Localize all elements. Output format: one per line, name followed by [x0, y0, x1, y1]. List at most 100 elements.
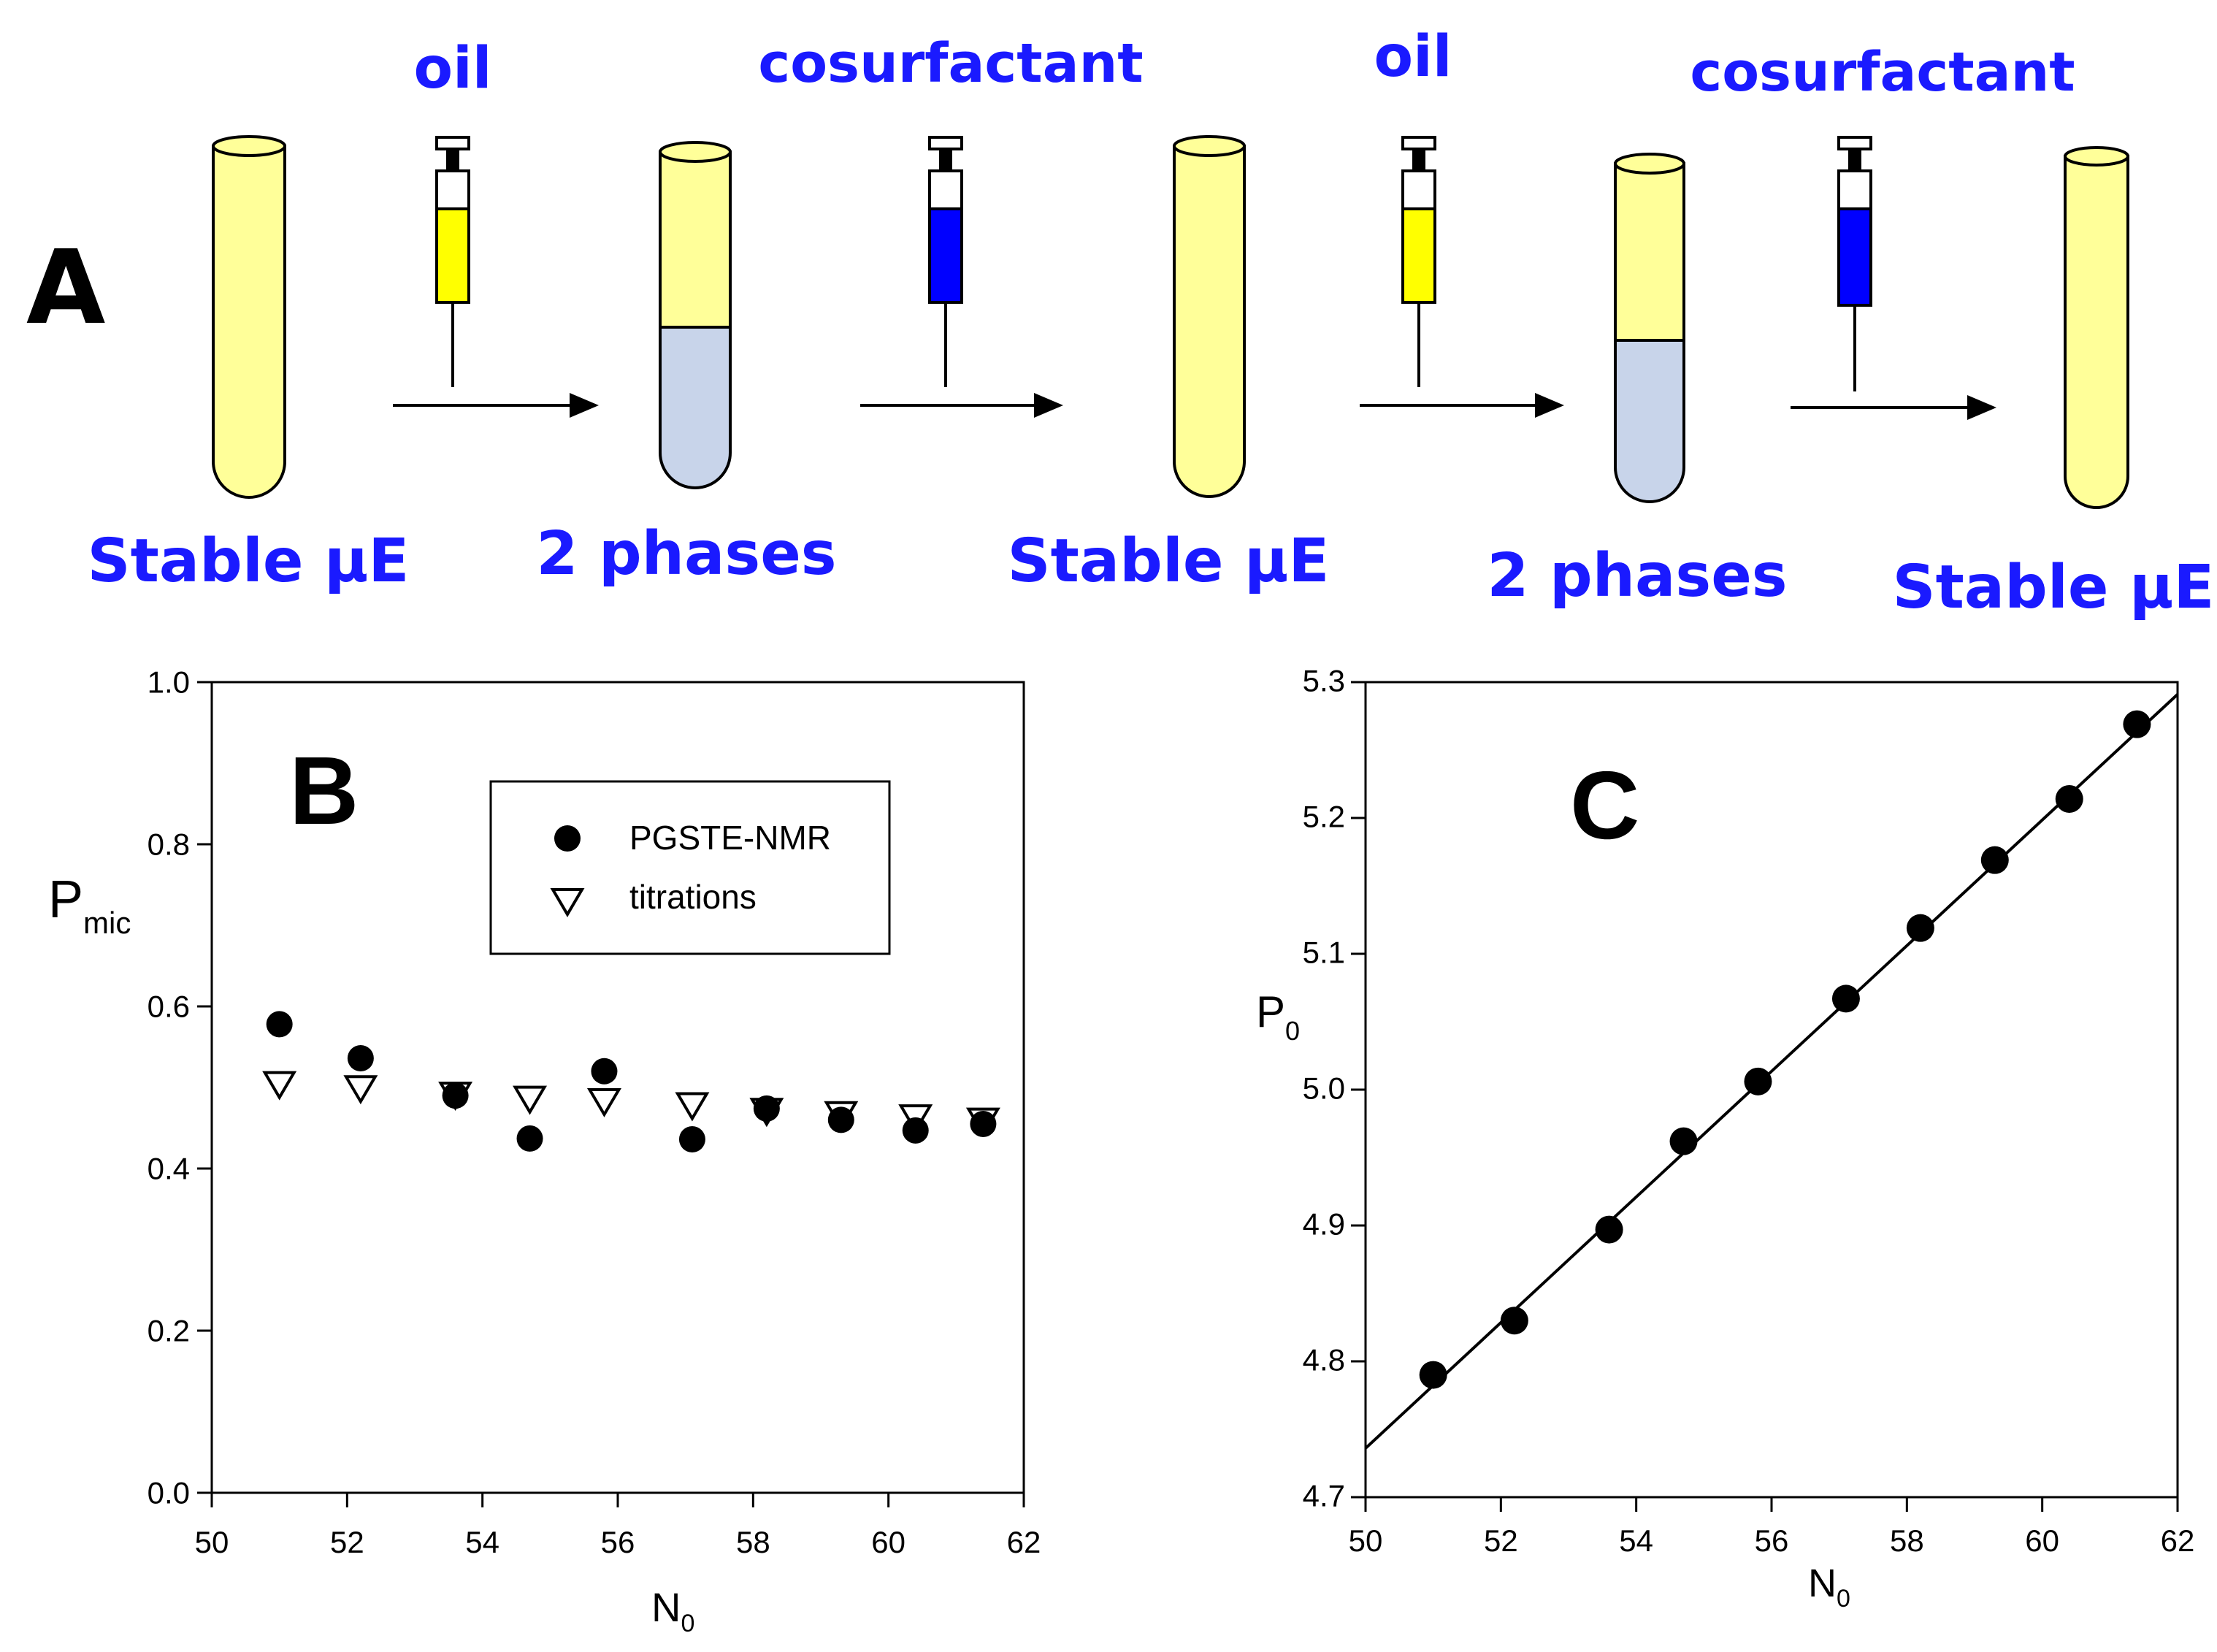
- panel-b-xtick-label: 62: [1007, 1525, 1041, 1559]
- panel-b-point-pgste-nmr: [591, 1058, 618, 1085]
- panel-c-chart: C P0 N0 50 52 54 56 58 60 624.74.84.95.05.15.2…: [1256, 664, 2194, 1613]
- panel-a-letter: A: [26, 229, 105, 348]
- state-label-1: Stable μE: [88, 527, 410, 596]
- panel-c-point-p0: [1595, 1215, 1623, 1244]
- panel-b-xtick-label: 54: [465, 1525, 499, 1559]
- reagent-label-1: oil: [413, 36, 491, 102]
- panel-b-xlabel: N0: [651, 1584, 694, 1637]
- panel-c-xlabel: N0: [1808, 1561, 1850, 1613]
- panel-c-fit-line: [1364, 693, 2179, 1450]
- tube-5-stable: [2064, 146, 2129, 509]
- panel-b-xlabel-main: N: [651, 1584, 681, 1630]
- tube-1-stable: [212, 135, 286, 499]
- panel-c-xlabel-main: N: [1808, 1561, 1837, 1605]
- state-label-4: 2 phases: [1487, 541, 1787, 611]
- panel-c-point-p0: [1906, 914, 1934, 942]
- state-label-2: 2 phases: [536, 519, 836, 589]
- panel-b-xtick-label: 60: [871, 1525, 905, 1559]
- panel-c-ytick-label: 5.3: [1303, 664, 1345, 698]
- panel-b-point-titrations: [513, 1085, 548, 1115]
- syringe-oil-2: [1401, 136, 1436, 387]
- panel-c-frame: [1364, 681, 2179, 1499]
- legend-marker-pgste: [554, 825, 581, 852]
- state-label-3: Stable μE: [1008, 527, 1330, 596]
- legend-label-pgste: PGSTE-NMR: [629, 819, 831, 857]
- panel-b-point-pgste-nmr: [442, 1082, 469, 1109]
- panel-c-point-p0: [1831, 984, 1860, 1013]
- arrow-4: [1791, 395, 1996, 420]
- panel-b-point-pgste-nmr: [347, 1045, 374, 1072]
- panel-c-point-p0: [1669, 1127, 1698, 1155]
- panel-b-point-titrations: [675, 1092, 710, 1122]
- panel-c-xtick-label: 60: [2025, 1523, 2059, 1558]
- panel-c-ytick-label: 4.7: [1303, 1479, 1345, 1513]
- panel-b-ytick-label: 0.8: [148, 827, 190, 862]
- panel-c-xtick-label: 52: [1484, 1523, 1518, 1558]
- panel-b-ytick-label: 0.6: [148, 990, 190, 1024]
- panel-b-ylabel-main: P: [48, 871, 83, 929]
- panel-c-point-p0: [1419, 1361, 1447, 1389]
- panel-b-xlabel-sub: 0: [681, 1610, 694, 1637]
- panel-c-point-p0: [1744, 1067, 1772, 1095]
- panel-c-xlabel-sub: 0: [1837, 1585, 1850, 1613]
- panel-b-ytick-label: 0.2: [148, 1314, 190, 1348]
- tube-3-stable: [1173, 135, 1246, 498]
- panel-b-xtick-label: 56: [601, 1525, 635, 1559]
- panel-c-xtick-label: 50: [1349, 1523, 1383, 1558]
- reagent-label-4: cosurfactant: [1690, 41, 2075, 104]
- arrow-1: [393, 393, 599, 418]
- state-label-5: Stable μE: [1893, 553, 2215, 622]
- panel-c-ytick-label: 4.9: [1303, 1207, 1345, 1242]
- panel-c-xtick-label: 62: [2161, 1523, 2195, 1558]
- legend-label-titrations: titrations: [629, 878, 757, 916]
- syringe-cosurfactant-1: [928, 136, 963, 387]
- panel-b-chart: B PGSTE-NMR titrations Pmic N0 50 52 54 56 5…: [48, 665, 1041, 1637]
- arrow-3: [1360, 393, 1564, 418]
- panel-c-ytick-label: 5.1: [1303, 936, 1345, 970]
- arrow-2: [860, 393, 1063, 418]
- panel-c-ytick-label: 5.0: [1303, 1071, 1345, 1106]
- panel-c-ylabel-main: P: [1256, 987, 1285, 1036]
- tube-4-two-phases: [1614, 153, 1685, 503]
- reagent-label-2: cosurfactant: [758, 32, 1143, 95]
- panel-b-point-pgste-nmr: [516, 1125, 543, 1152]
- syringe-cosurfactant-2: [1837, 136, 1872, 391]
- panel-b-point-pgste-nmr: [266, 1011, 293, 1038]
- panel-a: A: [26, 24, 2214, 622]
- panel-b-point-titrations: [586, 1087, 621, 1117]
- panel-c-ylabel-sub: 0: [1285, 1016, 1300, 1046]
- panel-b-ytick-label: 0.0: [148, 1476, 190, 1510]
- panel-b-point-titrations: [343, 1075, 378, 1105]
- panel-b-point-pgste-nmr: [678, 1126, 705, 1153]
- panel-b-legend: PGSTE-NMR titrations: [489, 780, 891, 955]
- panel-c-ytick-label: 4.8: [1303, 1343, 1345, 1377]
- panel-c-point-p0: [2055, 784, 2083, 813]
- panel-c-point-p0: [1980, 846, 2009, 874]
- panel-c-ylabel: P0: [1256, 987, 1300, 1046]
- panel-c-xtick-label: 54: [1619, 1523, 1653, 1558]
- panel-b-xtick-label: 52: [330, 1525, 364, 1559]
- panel-b-ytick-label: 0.4: [148, 1152, 190, 1186]
- tube-2-two-phases: [659, 141, 732, 489]
- panel-b-letter: B: [289, 737, 359, 844]
- panel-b-point-pgste-nmr: [827, 1106, 854, 1133]
- reagent-label-3: oil: [1374, 24, 1452, 90]
- panel-c-xtick-label: 58: [1890, 1523, 1924, 1558]
- panel-b-point-pgste-nmr: [902, 1117, 929, 1144]
- panel-b-xtick-label: 50: [195, 1525, 229, 1559]
- panel-c-letter: C: [1570, 752, 1639, 859]
- legend-box: [489, 780, 891, 955]
- syringe-oil-1: [435, 136, 470, 387]
- panel-b-point-titrations: [262, 1071, 297, 1101]
- panel-b-ylabel-sub: mic: [83, 906, 131, 940]
- panel-b-ylabel: Pmic: [48, 871, 131, 940]
- panel-b-ytick-label: 1.0: [148, 665, 190, 700]
- panel-b-point-pgste-nmr: [970, 1110, 997, 1137]
- panel-b-point-pgste-nmr: [753, 1095, 780, 1122]
- panel-c-point-p0: [2123, 710, 2151, 738]
- panel-b-xtick-label: 58: [736, 1525, 770, 1559]
- panel-c-ytick-label: 5.2: [1303, 800, 1345, 834]
- panel-c-xtick-label: 56: [1755, 1523, 1789, 1558]
- legend-marker-titrations: [550, 888, 585, 917]
